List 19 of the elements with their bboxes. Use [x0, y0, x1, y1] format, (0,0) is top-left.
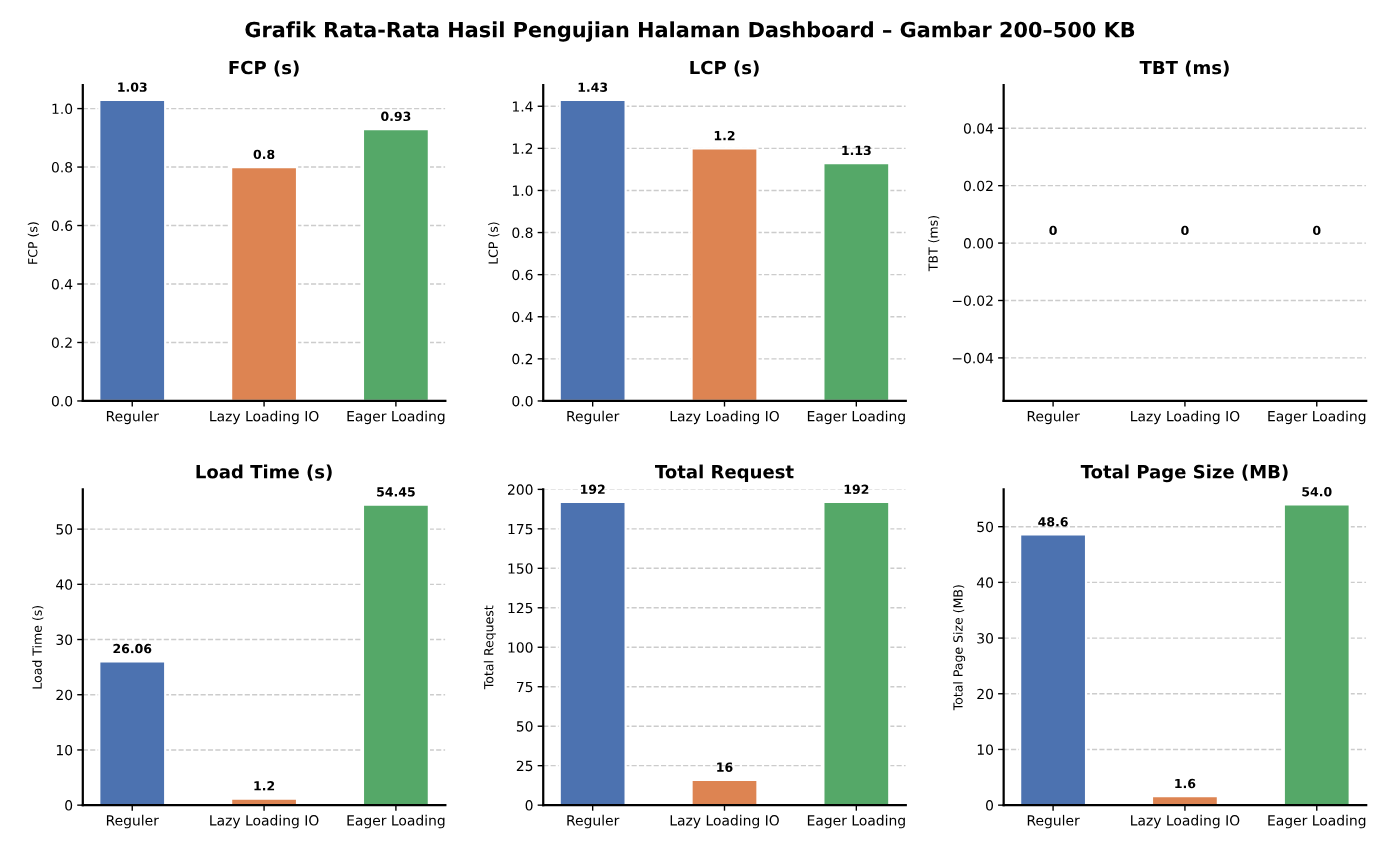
bar	[98, 660, 167, 806]
chart-title: TBT (ms)	[1139, 60, 1229, 77]
chart-title: FCP (s)	[229, 60, 299, 77]
chart-title: LCP (s)	[690, 60, 759, 77]
bar	[361, 503, 430, 806]
bar	[98, 98, 167, 401]
chart-title: Total Page Size (MB)	[1080, 464, 1288, 483]
chart-title: Total Request	[655, 464, 794, 483]
text: Grafik Rata-Rata Hasil Pengujian Halaman Dashboard – Gambar 200–500 KB	[245, 21, 1135, 42]
bar	[822, 161, 891, 401]
bar	[230, 797, 299, 806]
bar	[1019, 533, 1088, 806]
chart-title: Load Time (s)	[196, 464, 332, 481]
bar	[1282, 503, 1351, 806]
bar	[361, 127, 430, 401]
bar	[1150, 795, 1219, 806]
bar	[230, 165, 299, 401]
bar	[558, 98, 627, 401]
bar	[690, 147, 759, 401]
